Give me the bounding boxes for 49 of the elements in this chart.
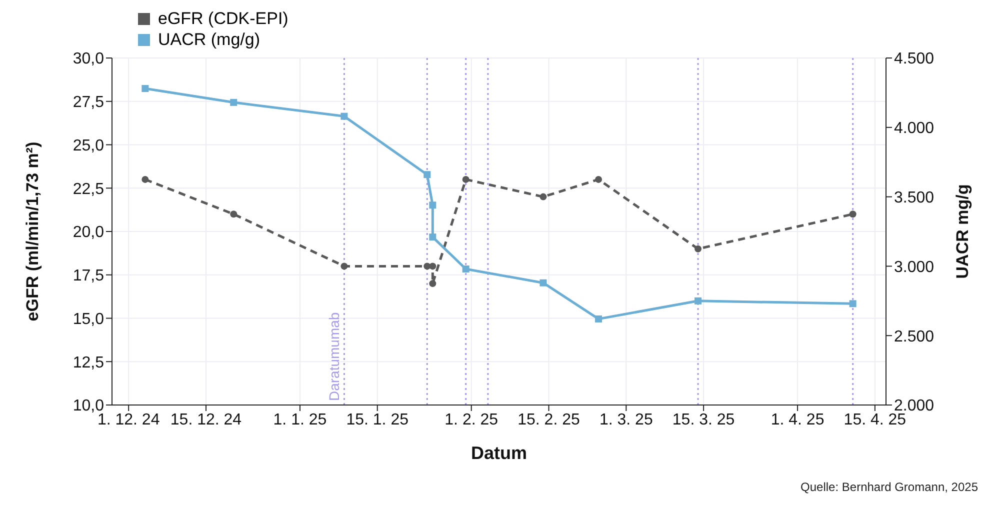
x-tick-label: 15. 12. 24 [170,411,242,428]
point [340,112,348,120]
y2-tick-label: 3.500 [894,189,934,206]
x-tick-label: 15. 1. 25 [346,411,409,428]
point [849,300,856,308]
y-tick-label: 12,5 [72,354,104,372]
point [595,176,602,183]
y-tick-label: 27,5 [72,94,104,112]
y-tick-label: 30,0 [72,50,104,68]
x-tick-label: 1. 4. 25 [770,411,824,428]
x-tick-label: 1. 3. 25 [599,411,653,428]
x-tick-label: 1. 1. 25 [273,411,327,428]
x-axis-title: Datum [470,443,528,463]
legend-label: eGFR (CDK-EPI) [158,8,288,29]
y-axis-title: eGFR (ml/min/1,73 m²) [23,142,42,322]
x-tick-label: 1. 2. 25 [444,411,498,428]
y2-tick-label: 3.000 [894,258,934,276]
point [230,98,238,106]
y-tick-label: 20,0 [72,224,104,242]
x-tick-label: 15. 3. 25 [672,411,735,428]
y2-tick-label: 4.500 [894,50,934,68]
point [595,315,602,322]
ref-line-label: Daratumumab [326,312,342,401]
point [849,210,856,218]
y-tick-label: 15,0 [72,310,104,328]
point [429,234,436,241]
y2-tick-label: 2.500 [894,328,934,346]
point [429,280,436,288]
point [694,245,702,252]
y-tick-label: 22,5 [72,180,104,198]
point [340,262,348,270]
point [462,176,470,183]
point [694,297,702,304]
x-tick-label: 15. 2. 25 [518,411,580,428]
point [429,262,436,270]
point [462,265,470,272]
point [230,210,238,218]
point [424,171,431,178]
source-note: Quelle: Bernhard Gromann, 2025 [800,480,978,494]
y2-tick-label: 4.000 [894,120,934,138]
y-tick-label: 25,0 [72,137,104,154]
point [429,202,436,209]
point [142,176,149,183]
point [142,85,149,92]
y2-axis-title: UACR mg/g [953,184,972,279]
point [540,279,547,286]
legend-label: UACR (mg/g) [158,29,260,50]
point [540,193,547,200]
y-tick-label: 17,5 [72,268,104,285]
